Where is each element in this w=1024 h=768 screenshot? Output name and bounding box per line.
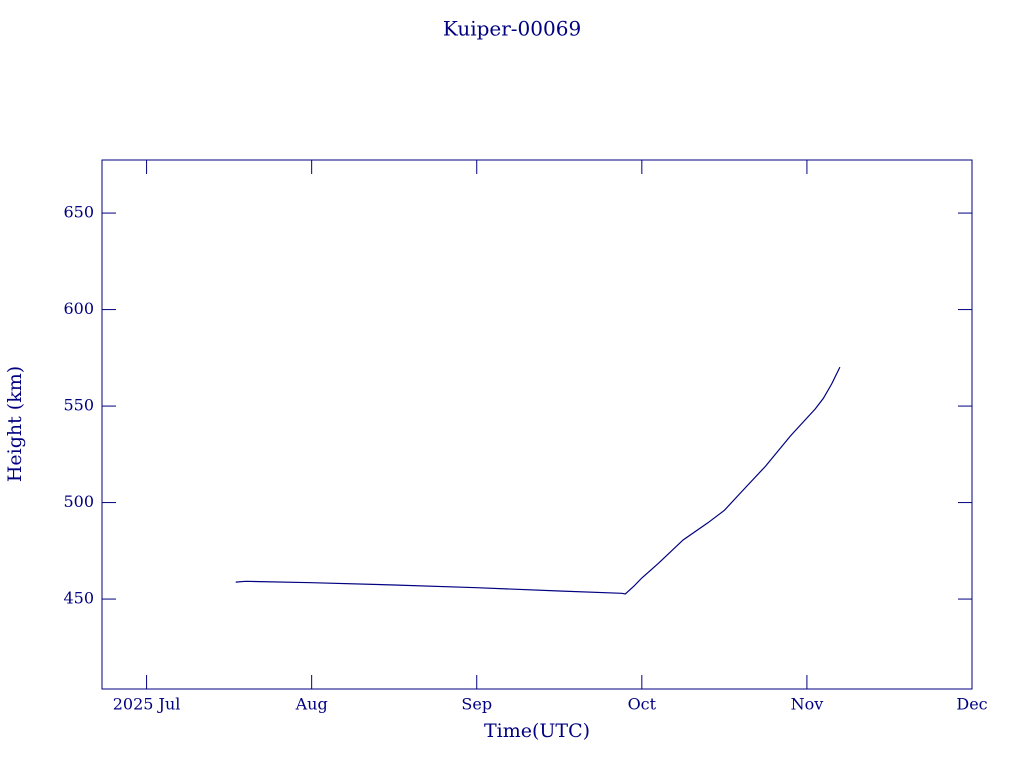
x-tick-label: Dec [956, 695, 987, 714]
y-tick-label: 500 [63, 492, 94, 511]
y-tick-label: 650 [63, 203, 94, 222]
y-axis-label: Height (km) [4, 366, 26, 482]
x-tick-label: Oct [628, 695, 657, 714]
x-tick-label: Nov [791, 695, 824, 714]
y-tick-label: 550 [63, 396, 94, 415]
chart-title: Kuiper-00069 [443, 17, 581, 41]
data-line [235, 366, 841, 595]
y-tick-label: 450 [63, 589, 94, 608]
x-tick-label: Aug [295, 695, 328, 714]
x-axis-label: Time(UTC) [484, 720, 590, 742]
x-tick-label: 2025 Jul [113, 695, 181, 714]
plot-frame [101, 159, 973, 690]
y-tick-label: 600 [63, 299, 94, 318]
x-tick-label: Sep [461, 695, 492, 714]
